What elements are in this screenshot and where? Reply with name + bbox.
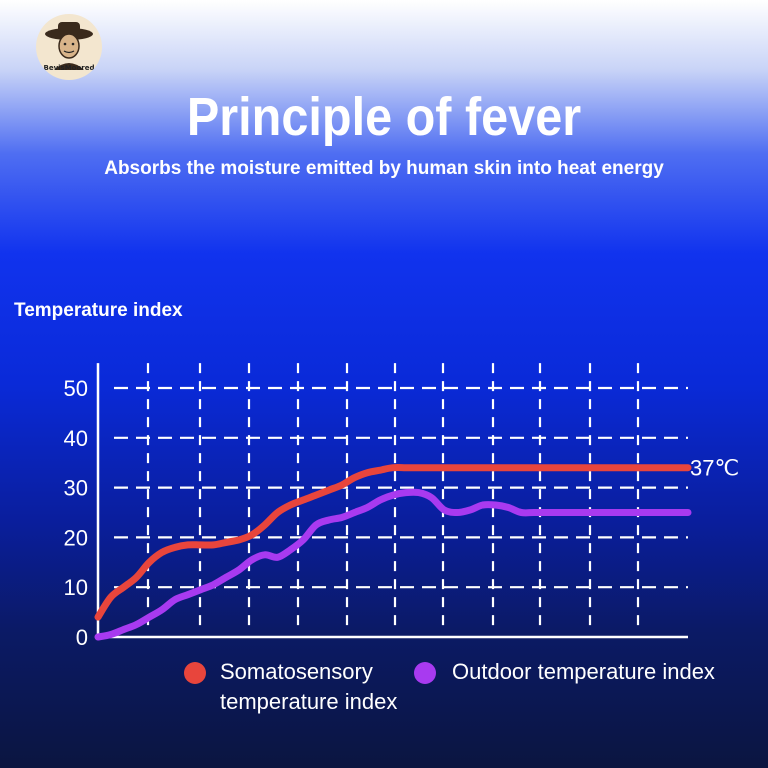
page-title: Principle of fever [186, 87, 582, 147]
y-tick-label: 50 [64, 376, 88, 401]
legend-dot-somatosensory [184, 662, 206, 684]
legend-dot-outdoor [414, 662, 436, 684]
y-tick-label: 0 [76, 625, 88, 650]
cowboy-icon [45, 22, 93, 70]
legend-label-somatosensory-line2: temperature index [220, 689, 398, 714]
y-tick-label: 30 [64, 476, 88, 501]
logo-text: BevisMoored [43, 64, 95, 72]
series-end-label: 37℃ [690, 456, 739, 481]
y-tick-label: 10 [64, 575, 88, 600]
y-tick-label: 20 [64, 525, 88, 550]
temperature-chart: 0 10 20 30 40 50 37℃ [64, 363, 739, 650]
legend-label-somatosensory-line1: Somatosensory [220, 659, 373, 684]
y-axis-label: Temperature index [14, 300, 183, 321]
series-line-somatosensory [94, 464, 692, 621]
y-tick-label: 40 [64, 426, 88, 451]
brand-logo: BevisMoored [36, 14, 102, 80]
series-line-outdoor [94, 488, 692, 641]
legend-label-outdoor: Outdoor temperature index [452, 659, 715, 684]
page-subtitle: Absorbs the moisture emitted by human sk… [104, 158, 664, 179]
